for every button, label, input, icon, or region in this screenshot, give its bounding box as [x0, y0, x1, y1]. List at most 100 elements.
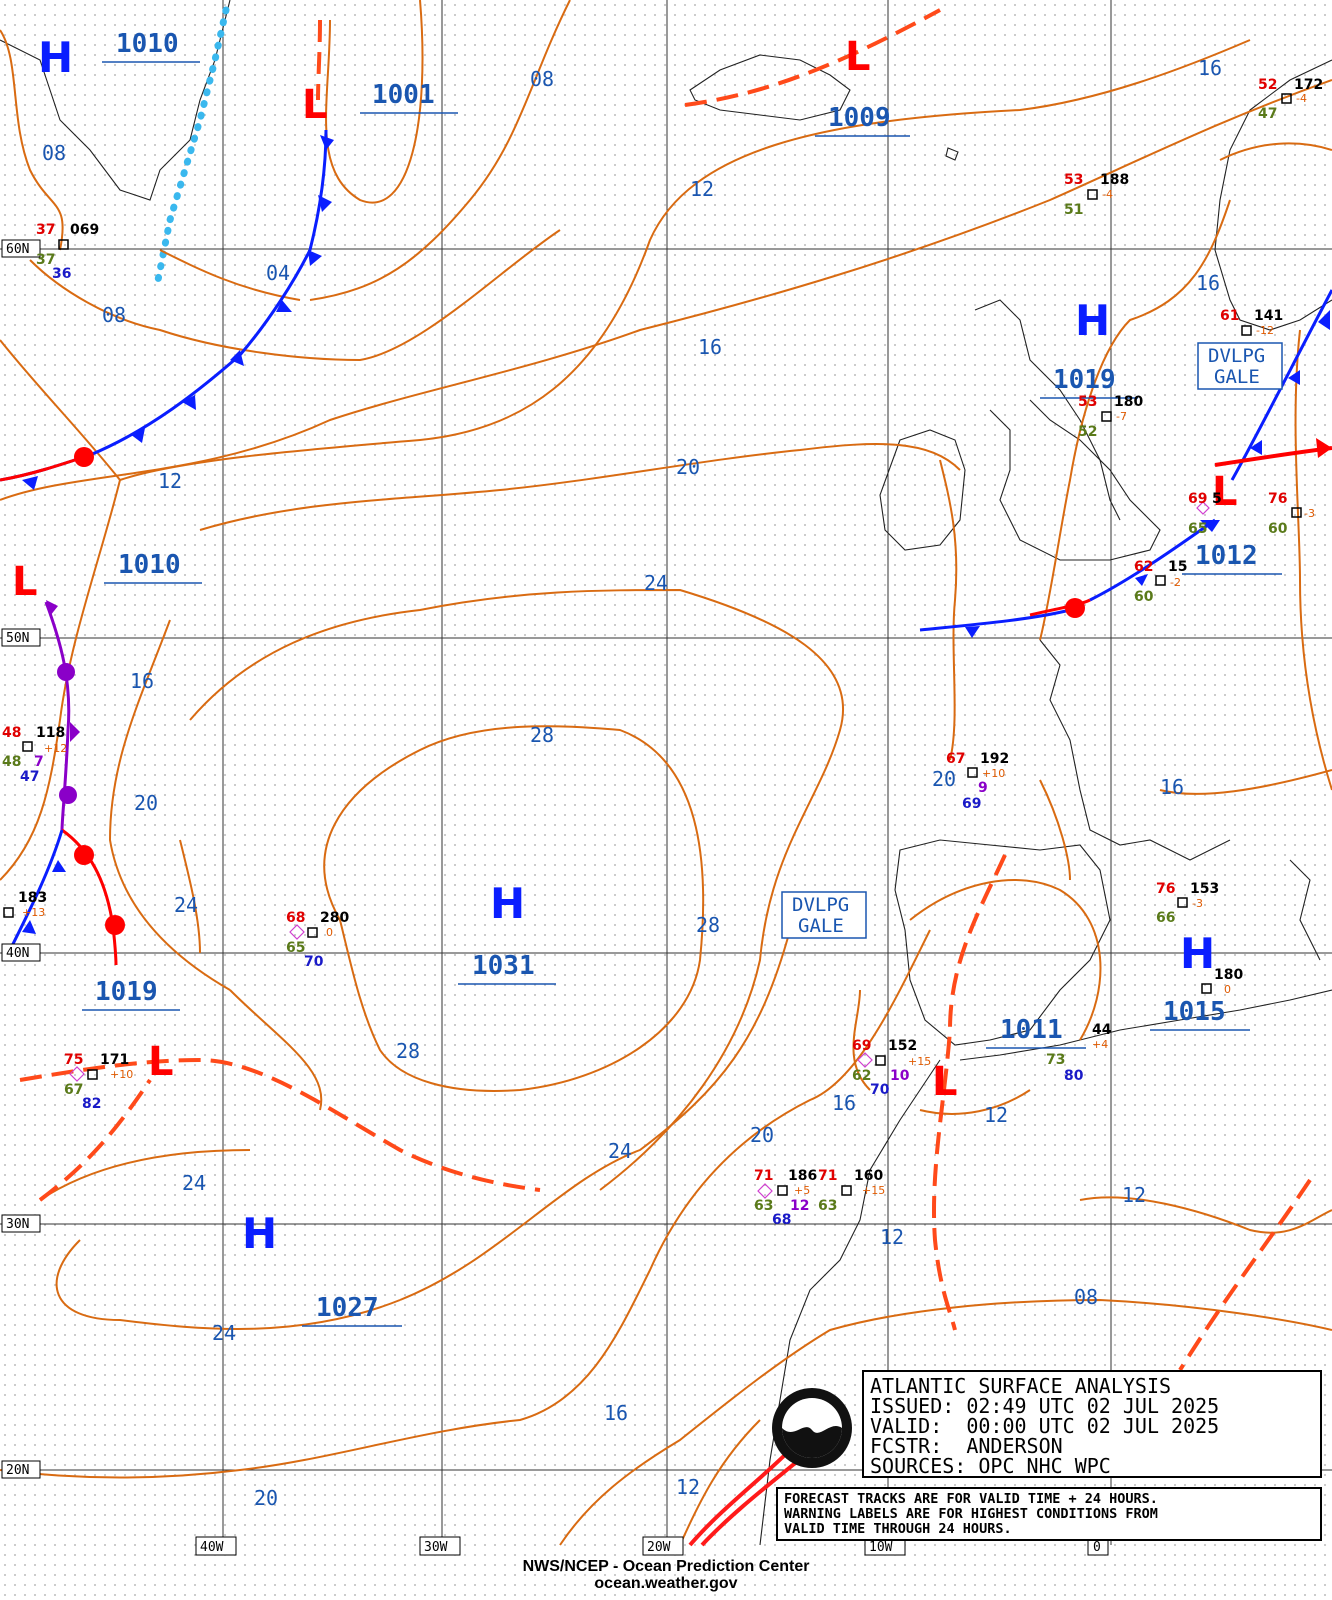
ship-obs: 44 +4 73 80 [1046, 1022, 1112, 1084]
issued-time: ISSUED: 02:49 UTC 02 JUL 2025 [870, 1394, 1220, 1418]
obs-pressure: 44 [1092, 1022, 1112, 1038]
obs-pressure: 160 [854, 1168, 883, 1184]
obs-sst: 36 [52, 266, 71, 282]
isobar-label: 12 [984, 1103, 1008, 1127]
lat-label: 20N [6, 1463, 29, 1478]
isobar-label: 28 [530, 723, 554, 747]
ireland-coast [879, 429, 966, 551]
obs-pressure: 5 [1212, 491, 1222, 507]
lon-label: 0 [1093, 1540, 1101, 1555]
lon-label: 40W [200, 1540, 224, 1555]
obs-pressure: 180 [1214, 967, 1243, 983]
isobar-label: 24 [212, 1321, 236, 1345]
obs-dewpoint: 73 [1046, 1052, 1065, 1068]
high-symbol: H [490, 879, 525, 928]
isobar-label: 28 [396, 1039, 420, 1063]
obs-sst: 70 [870, 1082, 890, 1098]
ship-obs: 76 153 66 -3 [1156, 881, 1219, 926]
scandinavia-coast [1214, 59, 1332, 331]
obs-dewpoint: 65 [286, 940, 305, 956]
obs-pressure: 152 [888, 1038, 917, 1054]
low-symbol: L [148, 1039, 174, 1085]
lat-label: 40N [6, 946, 29, 961]
low-symbol: L [12, 559, 38, 605]
high-symbol: H [1075, 296, 1110, 345]
obs-tendency: +10 [982, 767, 1005, 780]
lat-label: 50N [6, 631, 29, 646]
iberia-coast [894, 839, 1111, 1046]
noaa-logo [772, 1388, 852, 1468]
isobar-label: 16 [1160, 775, 1184, 799]
obs-temp: 76 [1156, 881, 1175, 897]
iceland-coast [689, 54, 851, 121]
high-symbol: H [242, 1209, 277, 1258]
pressure-label: 1031 [472, 951, 535, 981]
obs-sst: 69 [962, 796, 981, 812]
occluded-front-west [8, 600, 125, 966]
obs-pressure: 280 [320, 910, 349, 926]
isobar-label: 16 [1196, 271, 1220, 295]
ship-obs: 61 141 -12 [1220, 308, 1283, 337]
isobar-label: 20 [254, 1486, 278, 1510]
obs-tendency: 0 [326, 926, 333, 939]
obs-dewpoint: 51 [1064, 202, 1083, 218]
faroe-coast [945, 147, 959, 161]
obs-temp: 37 [36, 222, 55, 238]
isobar-label: 20 [676, 455, 700, 479]
isobar-label: 16 [1198, 56, 1222, 80]
pressure-label: 1015 [1163, 997, 1226, 1027]
obs-sst: 70 [304, 954, 324, 970]
obs-visibility: 12 [790, 1198, 809, 1214]
cold-front-nw [0, 129, 334, 490]
obs-tendency: -4 [1296, 92, 1307, 105]
obs-pressure: 153 [1190, 881, 1219, 897]
obs-temp: 62 [1134, 559, 1153, 575]
warning-line2: GALE [798, 915, 844, 937]
isobar-label: 12 [158, 469, 182, 493]
footer-credit: NWS/NCEP - Ocean Prediction Center ocean… [0, 1558, 1332, 1592]
isobar-label: 04 [266, 261, 290, 285]
isobar-label: 08 [530, 67, 554, 91]
obs-temp: 67 [946, 751, 965, 767]
obs-tendency: +15 [908, 1055, 931, 1068]
greenland-coast [0, 0, 231, 201]
coastlines [0, 0, 1332, 1546]
warning-line1: DVLPG [1208, 345, 1265, 367]
isobar-label: 20 [932, 767, 956, 791]
ship-obs: 67 192 +10 9 69 [946, 751, 1009, 812]
ship-obs: 52 172 47 -4 [1258, 77, 1323, 122]
low-symbol: L [932, 1059, 958, 1105]
ship-observations: 37 069 37 36 53 188 51 -4 52 172 47 -4 6… [2, 77, 1323, 1228]
troughs [19, 8, 1312, 1372]
ship-obs: 69 5 65 [1188, 491, 1222, 537]
obs-temp: 75 [64, 1052, 83, 1068]
isobar-label: 20 [750, 1123, 774, 1147]
obs-sst: 47 [20, 769, 39, 785]
forecaster: FCSTR: ANDERSON [870, 1434, 1063, 1458]
isobar-label: 24 [182, 1171, 206, 1195]
footer-url[interactable]: ocean.weather.gov [594, 1575, 738, 1592]
ship-obs: 53 180 52 -7 [1078, 394, 1143, 440]
ship-obs: 180 0 [1201, 967, 1243, 996]
valid-time: VALID: 00:00 UTC 02 JUL 2025 [870, 1414, 1220, 1438]
italy-coast [1289, 859, 1321, 961]
obs-temp: 61 [1220, 308, 1239, 324]
warning-line2: GALE [1214, 366, 1260, 388]
pressure-centers: H H H H H L L L L L L [12, 33, 1238, 1258]
obs-pressure: 192 [980, 751, 1009, 767]
isobar-label: 12 [880, 1225, 904, 1249]
obs-visibility: 9 [978, 780, 988, 796]
note-line: FORECAST TRACKS ARE FOR VALID TIME + 24 … [784, 1491, 1158, 1507]
analysis-title: ATLANTIC SURFACE ANALYSIS [870, 1374, 1172, 1398]
obs-tendency: +13 [22, 906, 45, 919]
obs-dewpoint: 37 [36, 252, 55, 268]
isobars [0, 0, 1332, 1546]
obs-dewpoint: 48 [2, 754, 21, 770]
lat-lon-labels: 60N 50N 40N 30N 20N 40W 30W 20W 10W 0 [1, 239, 1109, 1556]
isobar-label: 08 [102, 303, 126, 327]
isobar-labels: 08 08 04 08 12 12 16 16 20 24 28 28 24 2… [42, 56, 1222, 1510]
low-symbol: L [845, 34, 871, 80]
ship-obs: 71 160 63 +15 [818, 1168, 885, 1214]
obs-tendency: +4 [1092, 1038, 1108, 1051]
